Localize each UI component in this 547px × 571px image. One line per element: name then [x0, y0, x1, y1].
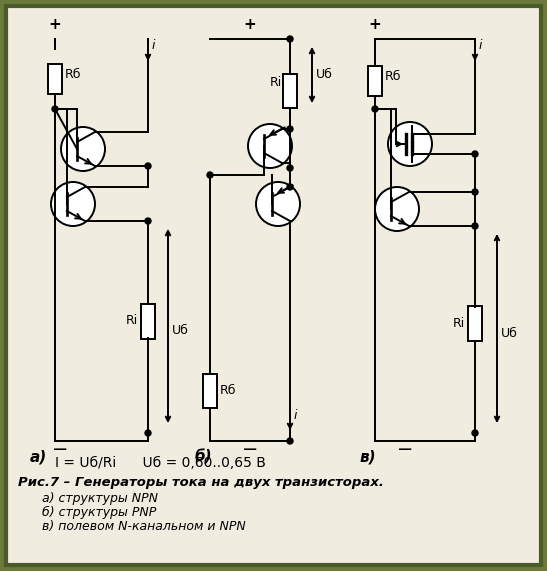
Text: +: +	[49, 17, 61, 32]
Bar	[48, 64, 62, 94]
Text: −: −	[242, 440, 258, 459]
Text: I = Uб/Ri      Uб = 0,60..0,65 B: I = Uб/Ri Uб = 0,60..0,65 B	[55, 456, 266, 470]
Circle shape	[287, 36, 293, 42]
Text: в) полевом N-канальном и NPN: в) полевом N-канальном и NPN	[30, 520, 246, 533]
Circle shape	[256, 182, 300, 226]
Circle shape	[375, 187, 419, 231]
Text: Рис.7 – Генераторы тока на двух транзисторах.: Рис.7 – Генераторы тока на двух транзист…	[18, 476, 384, 489]
Text: i: i	[479, 39, 482, 52]
Circle shape	[472, 430, 478, 436]
Circle shape	[145, 430, 151, 436]
Circle shape	[287, 126, 293, 132]
Text: а) структуры NPN: а) структуры NPN	[30, 492, 158, 505]
Circle shape	[388, 122, 432, 166]
Circle shape	[51, 182, 95, 226]
Text: −: −	[52, 440, 68, 459]
Bar	[468, 306, 482, 341]
Text: Ri: Ri	[270, 77, 282, 90]
Bar	[203, 374, 217, 408]
Circle shape	[472, 223, 478, 229]
Bar	[141, 304, 155, 339]
Circle shape	[248, 124, 292, 168]
Text: б): б)	[195, 449, 213, 464]
Text: i: i	[152, 39, 155, 52]
FancyBboxPatch shape	[6, 6, 541, 565]
Text: Rб: Rб	[65, 67, 82, 81]
Circle shape	[472, 151, 478, 157]
Text: −: −	[397, 440, 413, 459]
Circle shape	[61, 127, 105, 171]
Text: i: i	[294, 409, 298, 422]
Circle shape	[372, 106, 378, 112]
Text: Rб: Rб	[385, 70, 401, 83]
Circle shape	[472, 189, 478, 195]
Text: Uб: Uб	[172, 324, 189, 337]
Text: Uб: Uб	[316, 69, 333, 82]
Circle shape	[145, 163, 151, 169]
Circle shape	[207, 172, 213, 178]
Text: в): в)	[360, 449, 377, 464]
Text: а): а)	[30, 449, 47, 464]
Text: +: +	[369, 17, 381, 32]
Circle shape	[287, 184, 293, 190]
Circle shape	[145, 218, 151, 224]
Text: Uб: Uб	[501, 327, 518, 340]
Text: Ri: Ri	[453, 317, 465, 330]
Text: +: +	[243, 17, 257, 32]
Text: б) структуры PNP: б) структуры PNP	[30, 506, 156, 519]
Text: Ri: Ri	[126, 315, 138, 328]
Text: Rб: Rб	[220, 384, 236, 397]
Bar	[368, 66, 382, 96]
Circle shape	[287, 165, 293, 171]
Circle shape	[287, 438, 293, 444]
Bar	[283, 74, 297, 108]
Circle shape	[52, 106, 58, 112]
